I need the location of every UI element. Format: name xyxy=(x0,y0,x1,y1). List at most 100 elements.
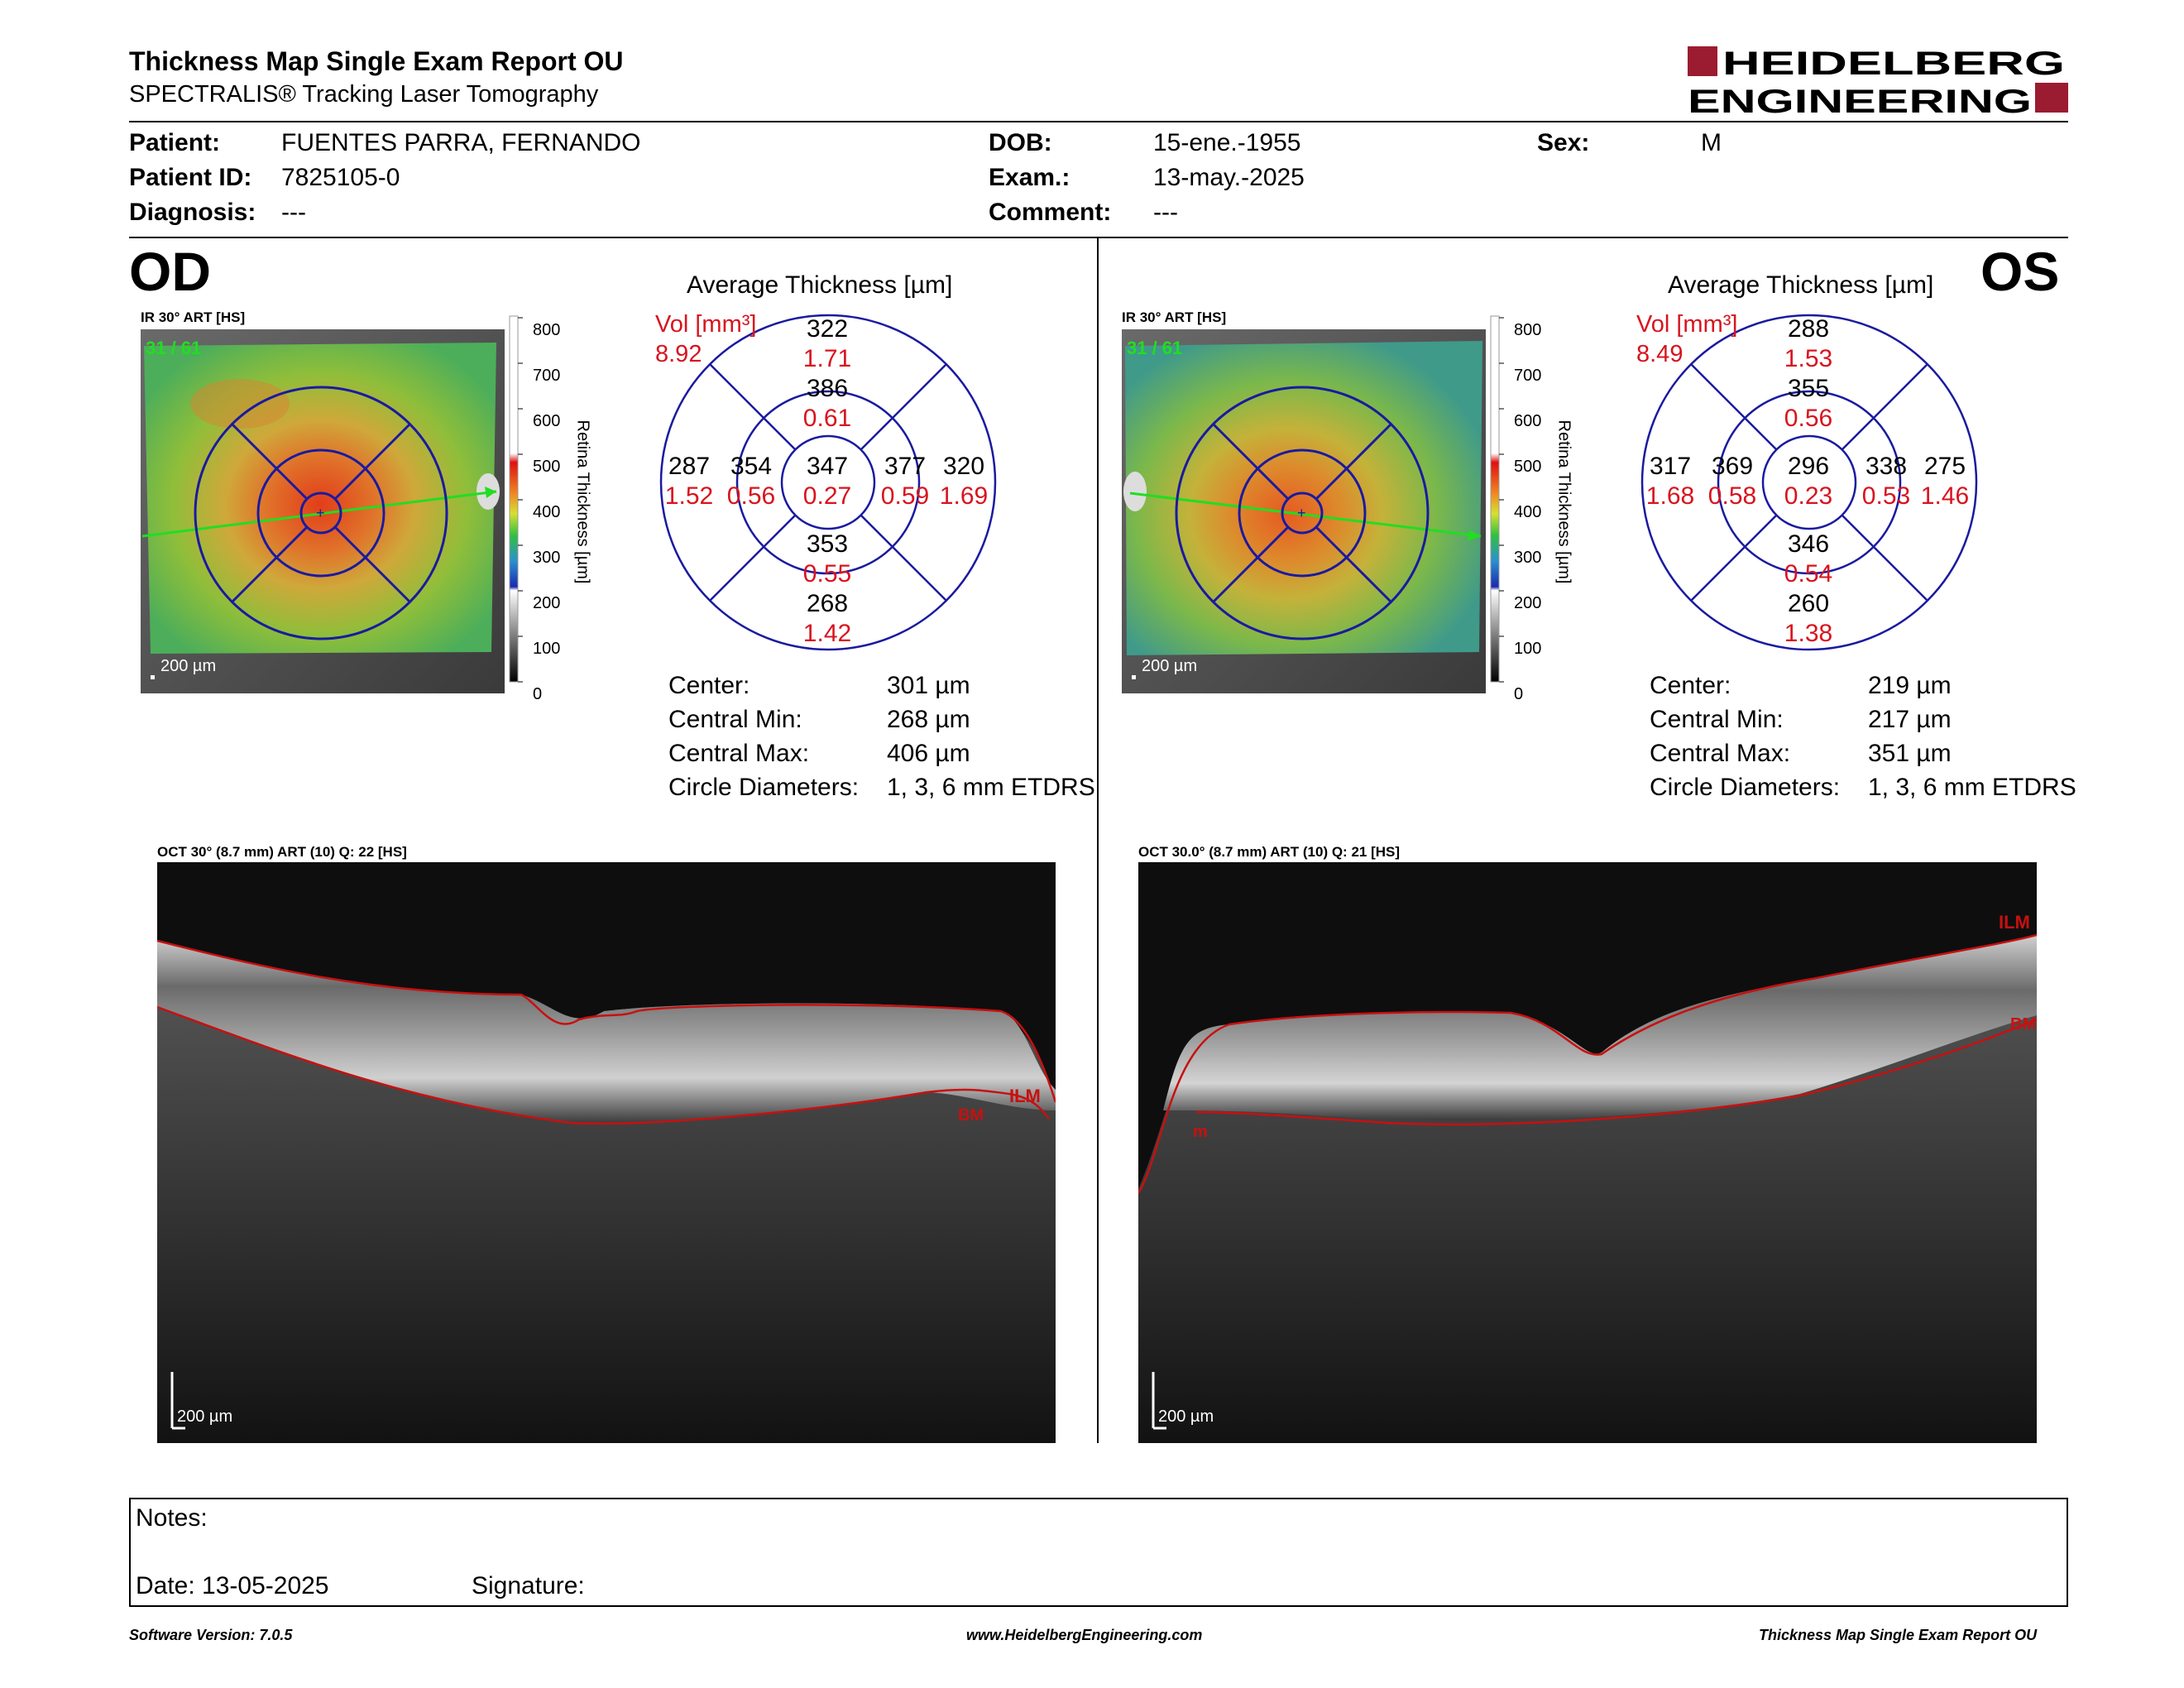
od-bm-label: BM xyxy=(958,1106,984,1125)
od-center: 347 0.27 xyxy=(802,453,852,510)
od-stat-value: 406 µm xyxy=(887,740,970,767)
od-tick: 200 xyxy=(533,594,561,612)
diagnosis-label: Diagnosis: xyxy=(129,199,256,226)
report-title: Thickness Map Single Exam Report OU xyxy=(129,46,624,76)
od-inner-right: 377 0.59 xyxy=(880,453,930,510)
od-oct-scale: 200 µm xyxy=(177,1407,232,1426)
od-tick: 400 xyxy=(533,503,561,521)
od-tick: 600 xyxy=(533,412,561,430)
od-stat-label: Circle Diameters: xyxy=(668,774,860,801)
header-divider xyxy=(129,121,2068,122)
footer-software: Software Version: 7.0.5 xyxy=(129,1627,293,1643)
os-bm-label: BM xyxy=(2010,1015,2036,1033)
dob-value: 15-ene.-1955 xyxy=(1153,129,1301,156)
os-center: 296 0.23 xyxy=(1784,453,1833,510)
os-stat-value: 351 µm xyxy=(1868,740,1952,767)
os-outer-right: 275 1.46 xyxy=(1920,453,1970,510)
os-ir-counter: 31 / 61 xyxy=(1127,338,1183,358)
signature-label: Signature: xyxy=(472,1572,585,1599)
os-thickness-map: + xyxy=(1122,329,1486,693)
footer-website[interactable]: www.HeidelbergEngineering.com xyxy=(966,1627,1203,1643)
patient-id-label: Patient ID: xyxy=(129,164,252,191)
od-outer-inf: 268 1.42 xyxy=(802,590,852,647)
eye-label-od: OD xyxy=(129,241,211,302)
eye-divider xyxy=(1097,238,1099,1443)
od-stat-value: 301 µm xyxy=(887,672,970,699)
os-stat-value: 217 µm xyxy=(1868,706,1952,733)
os-avg-title: Average Thickness [µm] xyxy=(1668,271,1934,299)
od-etdrs-grid xyxy=(659,313,998,652)
od-tick: 0 xyxy=(533,685,543,703)
os-colorbar-title: Retina Thickness [µm] xyxy=(1554,420,1573,584)
os-oct-label: OCT 30.0° (8.7 mm) ART (10) Q: 21 [HS] xyxy=(1138,844,1401,860)
od-ilm-label: ILM xyxy=(1009,1086,1041,1106)
od-stat-label: Central Min: xyxy=(668,706,802,733)
os-extra-label: m xyxy=(1193,1123,1208,1141)
comment-label: Comment: xyxy=(989,199,1112,226)
sex-label: Sex: xyxy=(1537,129,1590,156)
os-stat-label: Center: xyxy=(1650,672,1731,699)
os-inner-inf: 346 0.54 xyxy=(1784,530,1833,587)
eye-label-os: OS xyxy=(1980,241,2060,302)
patient-label: Patient: xyxy=(129,129,221,156)
od-ir-counter: 31 / 61 xyxy=(146,338,202,358)
os-colorbar-ticks: 800 700 600 500 400 300 200 100 0 xyxy=(1514,308,1541,717)
od-oct-label: OCT 30° (8.7 mm) ART (10) Q: 22 [HS] xyxy=(157,844,407,860)
od-colorbar xyxy=(508,314,624,695)
od-colorbar-title: Retina Thickness [µm] xyxy=(573,420,592,584)
od-tick: 700 xyxy=(533,367,561,385)
os-colorbar xyxy=(1489,314,1605,695)
od-inner-inf: 353 0.55 xyxy=(802,530,852,587)
comment-value: --- xyxy=(1153,199,1178,226)
notes-box[interactable] xyxy=(129,1498,2068,1607)
od-stats-values: 301 µm 268 µm 406 µm 1, 3, 6 mm ETDRS xyxy=(887,669,1095,804)
logo-line2: ENGINEERING xyxy=(1688,84,2032,117)
os-vol-legend: Vol [mm³] 8.49 xyxy=(1636,309,1737,369)
heidelberg-logo: HEIDELBERG ENGINEERING xyxy=(1688,43,2068,120)
od-vol-value: 8.92 xyxy=(655,341,702,367)
os-tick: 800 xyxy=(1514,321,1542,339)
os-oct-scale: 200 µm xyxy=(1158,1407,1214,1426)
patient-name: FUENTES PARRA, FERNANDO xyxy=(281,129,641,156)
os-tick: 100 xyxy=(1514,640,1542,658)
sex-value: M xyxy=(1701,129,1722,156)
os-stats-labels: Center: Central Min: Central Max: Circle… xyxy=(1650,669,1840,804)
od-stats-labels: Center: Central Min: Central Max: Circle… xyxy=(668,669,859,804)
os-tick: 0 xyxy=(1514,685,1524,703)
patient-divider xyxy=(129,237,2068,238)
od-avg-title: Average Thickness [µm] xyxy=(687,271,953,299)
od-outer-sup: 322 1.71 xyxy=(802,315,852,372)
notes-label: Notes: xyxy=(136,1504,208,1532)
od-stat-label: Central Max: xyxy=(668,740,810,767)
os-oct-bscan: ILM BM m 200 µm xyxy=(1137,862,2038,1443)
od-thickness-map: + xyxy=(141,329,505,693)
od-tick: 300 xyxy=(533,549,561,567)
od-oct-bscan: ILM BM 200 µm xyxy=(156,862,1057,1443)
os-stat-label: Central Max: xyxy=(1650,740,1791,767)
od-outer-right: 320 1.69 xyxy=(939,453,989,510)
od-vol-label: Vol [mm³] xyxy=(655,311,757,338)
os-stats-values: 219 µm 217 µm 351 µm 1, 3, 6 mm ETDRS xyxy=(1868,669,2076,804)
od-ir-label: IR 30° ART [HS] xyxy=(141,309,246,325)
od-tick: 500 xyxy=(533,458,561,476)
od-inner-left: 354 0.56 xyxy=(726,453,776,510)
os-vol-value: 8.49 xyxy=(1636,341,1684,367)
exam-label: Exam.: xyxy=(989,164,1070,191)
footer-report: Thickness Map Single Exam Report OU xyxy=(1759,1627,2038,1643)
od-vol-legend: Vol [mm³] 8.92 xyxy=(655,309,756,369)
os-ir-label: IR 30° ART [HS] xyxy=(1122,309,1227,325)
od-colorbar-ticks: 800 700 600 500 400 300 200 100 0 xyxy=(533,308,560,717)
od-stat-label: Center: xyxy=(668,672,750,699)
od-tick: 100 xyxy=(533,640,561,658)
patient-id: 7825105-0 xyxy=(281,164,400,191)
od-outer-left: 287 1.52 xyxy=(664,453,714,510)
os-stat-value: 1, 3, 6 mm ETDRS xyxy=(1868,774,2076,801)
od-inner-sup: 386 0.61 xyxy=(802,375,852,432)
od-stat-value: 1, 3, 6 mm ETDRS xyxy=(887,774,1095,801)
os-stat-label: Central Min: xyxy=(1650,706,1784,733)
os-ilm-label: ILM xyxy=(1999,912,2030,933)
os-inner-sup: 355 0.56 xyxy=(1784,375,1833,432)
os-tick: 200 xyxy=(1514,594,1542,612)
os-inner-left: 369 0.58 xyxy=(1707,453,1757,510)
os-tick: 400 xyxy=(1514,503,1542,521)
